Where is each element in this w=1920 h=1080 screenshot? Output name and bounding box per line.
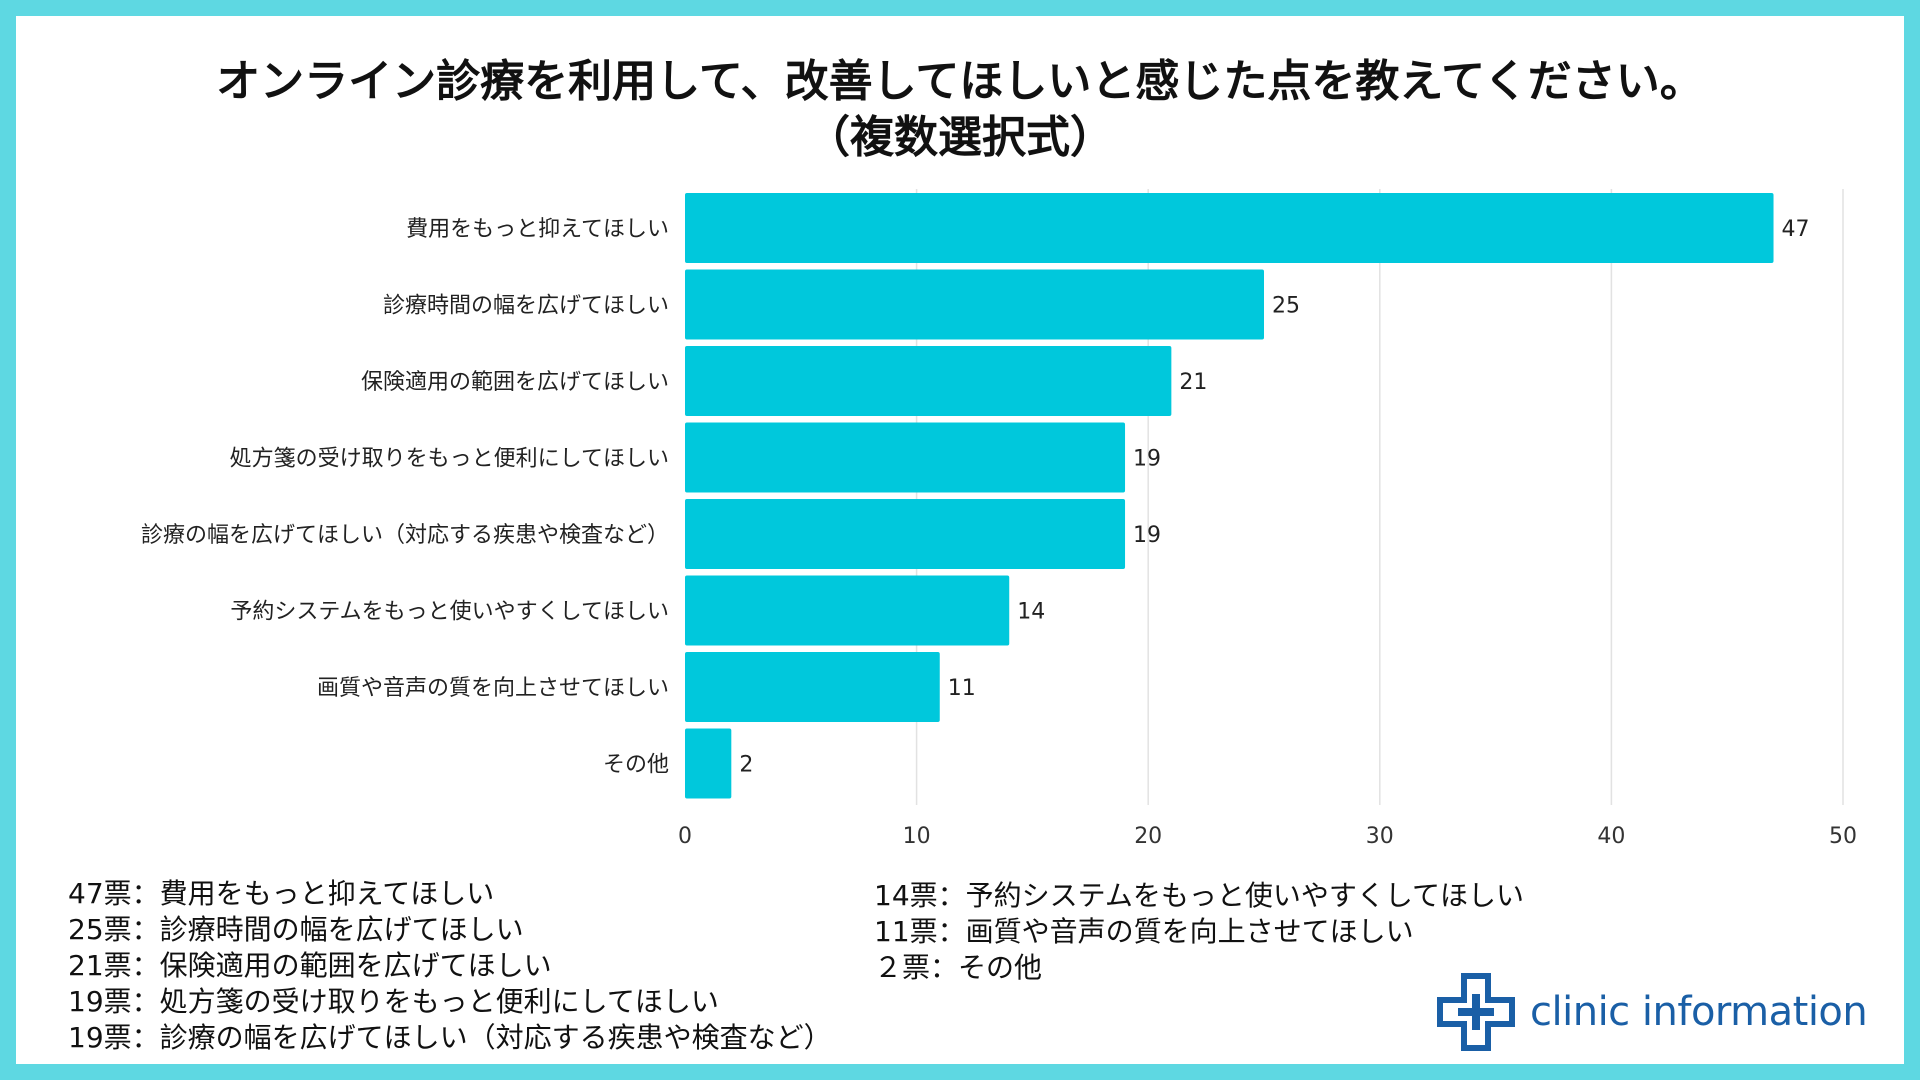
bar bbox=[685, 346, 1172, 416]
bar bbox=[685, 575, 1010, 646]
legend-row: 19票：診療の幅を広げてほしい（対応する疾患や検査など） bbox=[68, 1020, 832, 1056]
legend-right: 14票：予約システムをもっと使いやすくしてほしい 11票：画質や音声の質を向上さ… bbox=[874, 878, 1524, 986]
legend-left: 47票：費用をもっと抑えてほしい 25票：診療時間の幅を広げてほしい 21票：保… bbox=[68, 876, 832, 1056]
medical-cross-icon bbox=[1437, 973, 1515, 1051]
value-label: 19 bbox=[1133, 523, 1161, 548]
title-line-1: オンライン診療を利用して、改善してほしいと感じた点を教えてください。 bbox=[216, 56, 1704, 107]
legend-sep: ： bbox=[131, 913, 160, 946]
category-label: 画質や音声の質を向上させてほしい bbox=[317, 676, 669, 701]
x-tick-label: 0 bbox=[678, 824, 692, 849]
legend-text: 費用をもっと抑えてほしい bbox=[159, 877, 495, 910]
category-label: 保険適用の範囲を広げてほしい bbox=[361, 370, 669, 395]
category-label: その他 bbox=[603, 753, 669, 778]
legend-row: 19票：処方箋の受け取りをもっと便利にしてほしい bbox=[68, 984, 832, 1020]
value-label: 19 bbox=[1133, 447, 1161, 472]
x-tick-label: 10 bbox=[903, 824, 931, 849]
legend-count: ２票 bbox=[874, 951, 931, 984]
value-label: 25 bbox=[1272, 294, 1300, 319]
bar bbox=[685, 499, 1126, 569]
legend-count: 19票 bbox=[68, 985, 132, 1018]
x-tick-label: 30 bbox=[1366, 824, 1394, 849]
logo-text: clinic information bbox=[1530, 989, 1868, 1035]
legend-count: 19票 bbox=[68, 1021, 132, 1054]
bar-chart: 0 10 20 30 40 50 費用をもっと抑えてほしい 47 診療時間の幅を広げてほしい 25… bbox=[141, 189, 1857, 849]
x-tick-label: 50 bbox=[1829, 824, 1857, 849]
value-label: 47 bbox=[1782, 217, 1810, 242]
chart-title: オンライン診療を利用して、改善してほしいと感じた点を教えてください。 （複数選択… bbox=[16, 54, 1904, 166]
legend-text: 保険適用の範囲を広げてほしい bbox=[159, 949, 552, 982]
legend-text: 画質や音声の質を向上させてほしい bbox=[965, 915, 1414, 948]
legend-row: 11票：画質や音声の質を向上させてほしい bbox=[874, 914, 1524, 950]
title-line-2: （複数選択式） bbox=[806, 112, 1114, 163]
legend-row: 25票：診療時間の幅を広げてほしい bbox=[68, 912, 832, 948]
legend-text: 診療の幅を広げてほしい（対応する疾患や検査など） bbox=[159, 1021, 832, 1054]
value-label: 2 bbox=[739, 753, 753, 778]
value-label: 14 bbox=[1017, 600, 1045, 625]
value-label: 11 bbox=[948, 676, 976, 701]
category-label: 診療の幅を広げてほしい（対応する疾患や検査など） bbox=[141, 523, 669, 548]
bar bbox=[685, 728, 732, 799]
category-label: 費用をもっと抑えてほしい bbox=[406, 217, 669, 242]
legend-text: 処方箋の受け取りをもっと便利にしてほしい bbox=[159, 985, 719, 1018]
category-label: 処方箋の受け取りをもっと便利にしてほしい bbox=[230, 447, 669, 472]
clinic-information-logo: clinic information bbox=[1436, 964, 1896, 1060]
legend-sep: ： bbox=[131, 949, 160, 982]
legend-sep: ： bbox=[937, 879, 966, 912]
legend-row: 21票：保険適用の範囲を広げてほしい bbox=[68, 948, 832, 984]
bar bbox=[685, 193, 1774, 263]
legend-sep: ： bbox=[937, 915, 966, 948]
bar bbox=[685, 269, 1264, 340]
x-tick-label: 20 bbox=[1134, 824, 1162, 849]
slide-card: オンライン診療を利用して、改善してほしいと感じた点を教えてください。 （複数選択… bbox=[16, 16, 1904, 1064]
legend-count: 11票 bbox=[874, 915, 938, 948]
legend-count: 25票 bbox=[68, 913, 132, 946]
category-label: 診療時間の幅を広げてほしい bbox=[383, 294, 669, 319]
legend-row: 47票：費用をもっと抑えてほしい bbox=[68, 876, 832, 912]
legend-count: 21票 bbox=[68, 949, 132, 982]
legend-text: 予約システムをもっと使いやすくしてほしい bbox=[965, 879, 1524, 912]
x-tick-label: 40 bbox=[1597, 824, 1625, 849]
bar bbox=[685, 422, 1126, 493]
legend-sep: ： bbox=[131, 985, 160, 1018]
legend-count: 47票 bbox=[68, 877, 132, 910]
legend-sep: ： bbox=[930, 951, 959, 984]
legend-sep: ： bbox=[131, 1021, 160, 1054]
value-label: 21 bbox=[1179, 370, 1207, 395]
legend-row: ２票：その他 bbox=[874, 950, 1524, 986]
bar bbox=[685, 652, 940, 722]
legend-text: その他 bbox=[958, 951, 1043, 984]
legend-sep: ： bbox=[131, 877, 160, 910]
legend-row: 14票：予約システムをもっと使いやすくしてほしい bbox=[874, 878, 1524, 914]
legend-count: 14票 bbox=[874, 879, 938, 912]
category-label: 予約システムをもっと使いやすくしてほしい bbox=[230, 600, 669, 625]
legend-text: 診療時間の幅を広げてほしい bbox=[159, 913, 524, 946]
